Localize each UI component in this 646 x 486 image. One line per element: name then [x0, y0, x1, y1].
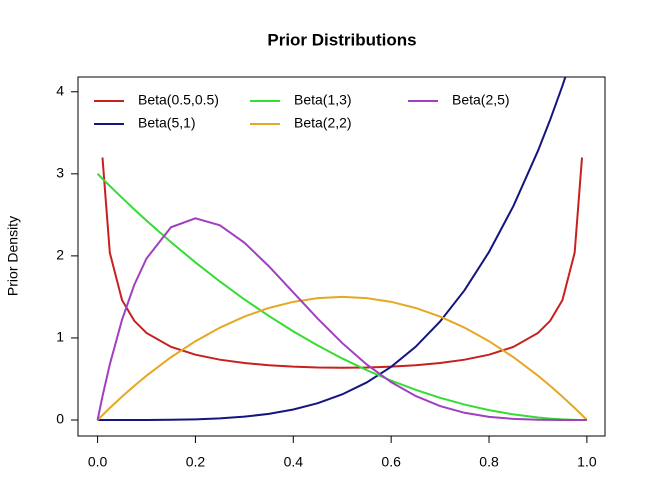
chart-title: Prior Distributions: [267, 30, 416, 49]
y-tick-label: 1: [56, 329, 64, 345]
y-tick-label: 4: [56, 82, 64, 98]
y-tick-label: 0: [56, 411, 64, 427]
x-tick-label: 0.2: [186, 454, 206, 470]
legend-label: Beta(0.5,0.5): [138, 92, 219, 108]
series-line: [96, 217, 587, 421]
plot-lines: [96, 77, 588, 421]
series-line: [96, 173, 587, 421]
series-line: [97, 77, 567, 421]
legend-label: Beta(2,5): [452, 92, 510, 108]
legend-label: Beta(5,1): [138, 115, 196, 131]
y-tick-label: 2: [56, 247, 64, 263]
y-tick-label: 3: [56, 165, 64, 181]
legend-label: Beta(1,3): [294, 92, 352, 108]
x-tick-label: 1.0: [577, 454, 597, 470]
series-line: [101, 157, 583, 369]
legend-label: Beta(2,2): [294, 115, 352, 131]
x-tick-label: 0.8: [479, 454, 499, 470]
x-tick-label: 0.6: [381, 454, 401, 470]
x-tick-label: 0.0: [88, 454, 108, 470]
plot-frame: [77, 76, 606, 437]
series-line: [96, 295, 588, 421]
y-axis-label: Prior Density: [5, 216, 21, 296]
x-tick-label: 0.4: [284, 454, 304, 470]
